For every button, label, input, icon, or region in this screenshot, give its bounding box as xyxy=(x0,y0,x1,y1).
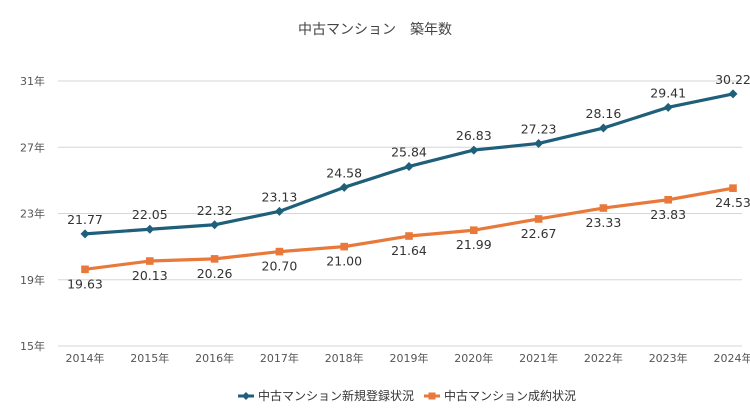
data-point-marker xyxy=(729,184,737,192)
data-point-marker xyxy=(339,182,349,192)
data-label: 20.13 xyxy=(132,268,168,283)
data-label: 28.16 xyxy=(586,106,622,121)
data-label: 22.32 xyxy=(197,203,233,218)
data-label: 22.05 xyxy=(132,207,168,222)
x-tick-label: 2022年 xyxy=(584,351,623,365)
data-point-marker xyxy=(470,226,478,235)
y-axis: 15年 19年 23年 27年 31年 xyxy=(20,74,45,353)
data-label: 25.84 xyxy=(391,144,427,159)
data-label: 21.99 xyxy=(456,237,492,252)
data-point-marker xyxy=(599,204,608,212)
x-axis: 2014年 2015年 2016年 2017年 2018年 2019年 2020年 2021年… xyxy=(66,351,750,365)
data-point-marker xyxy=(534,215,543,223)
data-label: 27.23 xyxy=(521,121,557,136)
x-tick-label: 2021年 xyxy=(519,351,558,365)
data-point-marker xyxy=(80,229,90,239)
grid-layer xyxy=(58,80,742,347)
data-label: 21.00 xyxy=(326,254,362,269)
data-point-marker xyxy=(663,102,673,112)
chart-title: 中古マンション 築年数 xyxy=(298,22,452,38)
data-point-marker xyxy=(146,257,154,265)
x-tick-label: 2024年 xyxy=(714,351,750,365)
y-tick-label: 27年 xyxy=(20,140,45,154)
data-label: 23.13 xyxy=(262,189,298,204)
data-point-marker xyxy=(728,89,738,99)
data-point-marker xyxy=(469,145,479,155)
y-tick-label: 23年 xyxy=(20,207,45,221)
x-tick-label: 2017年 xyxy=(260,351,299,365)
data-label: 22.67 xyxy=(521,226,557,241)
data-point-marker xyxy=(274,206,284,216)
data-label: 21.77 xyxy=(67,212,103,227)
data-label: 29.41 xyxy=(650,85,686,100)
x-tick-label: 2016年 xyxy=(195,351,234,365)
data-point-marker xyxy=(404,161,414,171)
legend-square-icon xyxy=(428,392,436,400)
y-tick-label: 15年 xyxy=(20,339,45,353)
x-tick-label: 2014年 xyxy=(66,351,105,365)
data-label: 23.83 xyxy=(650,207,686,222)
data-point-marker xyxy=(664,195,672,204)
data-point-marker xyxy=(598,123,608,133)
legend-diamond-icon xyxy=(242,392,250,400)
data-point-marker xyxy=(405,232,413,240)
x-tick-label: 2020年 xyxy=(454,351,493,365)
data-point-marker xyxy=(145,224,155,234)
data-label: 26.83 xyxy=(456,128,492,143)
x-tick-label: 2023年 xyxy=(649,351,688,365)
data-point-marker xyxy=(210,220,220,230)
data-point-marker xyxy=(275,247,284,256)
y-tick-label: 31年 xyxy=(20,74,45,88)
data-label: 21.64 xyxy=(391,243,427,258)
data-point-marker xyxy=(81,265,89,274)
data-labels: 21.77 22.05 22.32 23.13 24.58 25.84 26.83 27.23… xyxy=(67,72,750,291)
legend-label: 中古マンション成約状況 xyxy=(444,388,576,403)
data-label: 24.58 xyxy=(326,165,362,180)
legend: 中古マンション新規登録状況 中古マンション成約状況 xyxy=(238,388,576,403)
x-tick-label: 2018年 xyxy=(325,351,364,365)
data-label: 24.53 xyxy=(715,195,750,210)
data-point-marker xyxy=(340,242,348,251)
data-label: 19.63 xyxy=(67,276,103,291)
data-label: 23.33 xyxy=(586,215,622,230)
data-point-marker xyxy=(210,255,219,263)
data-label: 20.26 xyxy=(197,266,233,281)
legend-label: 中古マンション新規登録状況 xyxy=(258,388,414,403)
data-point-marker xyxy=(534,138,544,148)
x-tick-label: 2015年 xyxy=(130,351,169,365)
x-tick-label: 2019年 xyxy=(390,351,429,365)
y-tick-label: 19年 xyxy=(20,273,45,287)
data-label: 30.22 xyxy=(715,72,750,87)
series-layer xyxy=(80,89,738,274)
data-label: 20.70 xyxy=(262,259,298,274)
